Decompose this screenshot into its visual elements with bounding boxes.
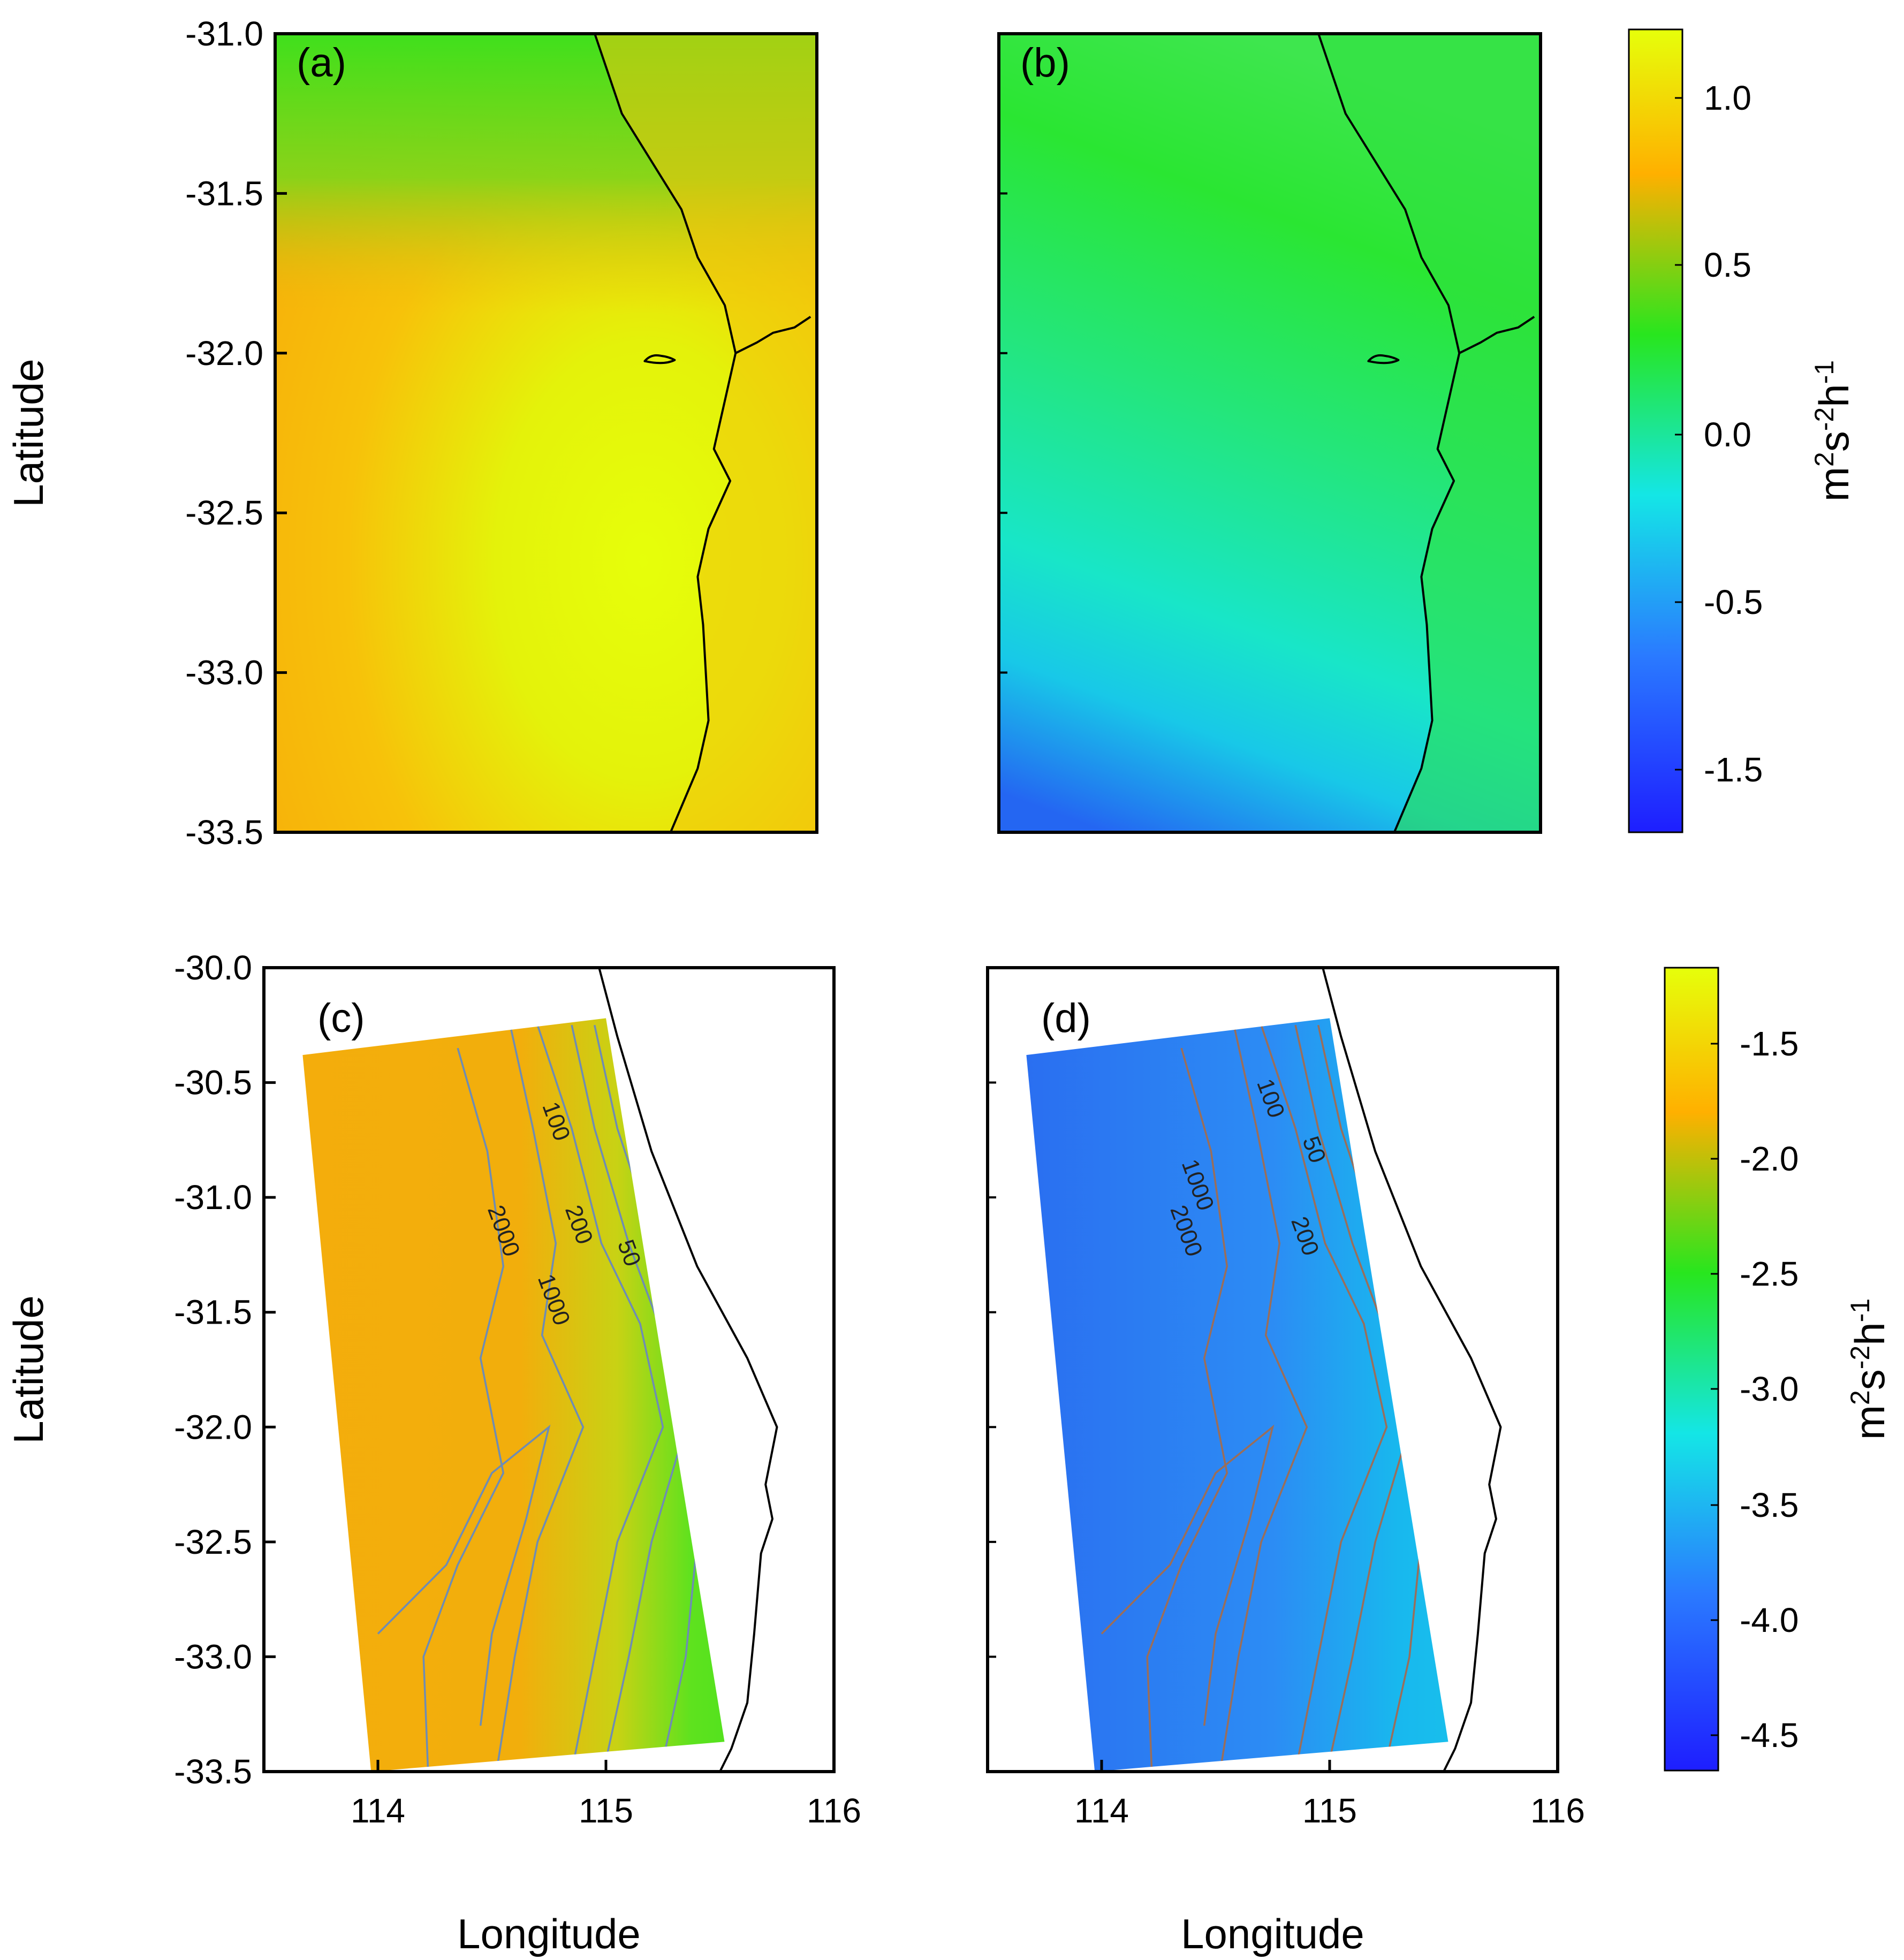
x-tick-label: 115 <box>1302 1791 1357 1830</box>
colorbar-tick-label: -2.0 <box>1740 1139 1799 1178</box>
x-tick-label: 116 <box>1530 1791 1585 1830</box>
isobath-extra <box>377 1424 551 1726</box>
coastline <box>594 33 737 833</box>
coastline <box>598 967 778 1772</box>
coastline <box>1322 967 1502 1772</box>
colorbar-1: 1.0 0.5 0.0 -0.5 -1.5 m2s-2h-1 <box>1628 28 1857 833</box>
colorbar-tick-label: -1.5 <box>1740 1024 1799 1063</box>
colorbar-tick-label: 0.0 <box>1704 415 1751 454</box>
y-tick-label: -31.0 <box>185 14 263 53</box>
panel-label: (c) <box>317 996 365 1041</box>
colorbar-tick-label: -0.5 <box>1704 583 1763 621</box>
y-tick-label: -33.5 <box>174 1752 252 1791</box>
island <box>1367 354 1400 364</box>
island <box>643 354 676 364</box>
plot-frame <box>986 966 1559 1773</box>
plot-frame <box>274 32 818 834</box>
y-tick-label: -30.5 <box>174 1063 252 1102</box>
isobath-2000 <box>422 1047 505 1772</box>
isobath-1000 <box>495 1024 585 1772</box>
plot-frame <box>997 32 1542 834</box>
land-area <box>595 34 817 832</box>
y-axis-label: Latitude <box>5 1295 52 1444</box>
river <box>735 316 811 354</box>
colorbar-gradient <box>1628 28 1683 833</box>
panel-label: (a) <box>297 40 346 86</box>
panel-label: (b) <box>1020 40 1070 86</box>
colorbar-tick-label: -2.5 <box>1740 1255 1799 1293</box>
y-tick-label: -30.0 <box>174 948 252 987</box>
isobath-200 <box>536 1024 664 1772</box>
colorbar-units: m2s-2h-1 <box>1809 360 1857 502</box>
panel-b: (b) <box>997 32 1542 834</box>
colorbar-tick-label: -4.0 <box>1740 1601 1799 1639</box>
x-axis-label: Longitude <box>1181 1910 1364 1957</box>
y-tick-label: -31.5 <box>185 174 263 212</box>
land-area <box>1318 34 1541 832</box>
y-axis-label: Latitude <box>5 359 52 507</box>
y-tick-label: -31.5 <box>174 1293 252 1332</box>
y-tick-label: -32.0 <box>185 334 263 373</box>
isobath-2000 <box>1146 1047 1228 1772</box>
isobath-extra <box>1101 1424 1275 1726</box>
isobath-1000 <box>1219 1024 1308 1772</box>
y-tick-label: -32.0 <box>174 1408 252 1446</box>
y-tick-label: -32.5 <box>185 493 263 532</box>
coastline <box>1317 33 1461 833</box>
plot-frame <box>262 966 836 1773</box>
x-tick-label: 114 <box>351 1791 405 1830</box>
y-tick-label: -33.0 <box>185 654 263 692</box>
colorbar-2: -1.5 -2.0 -2.5 -3.0 -3.5 -4.0 -4.5 m2s-2h-1 <box>1664 967 1893 1772</box>
colorbar-units: m2s-2h-1 <box>1845 1298 1893 1440</box>
y-axis-a: -31.0 -31.5 -32.0 -32.5 -33.0 -33.5 Latitude <box>5 14 287 852</box>
colorbar-tick-label: -3.0 <box>1740 1370 1799 1408</box>
colorbar-gradient <box>1664 967 1719 1772</box>
colorbar-tick-label: 0.5 <box>1704 246 1751 284</box>
colorbar-tick-label: 1.0 <box>1704 79 1751 117</box>
y-tick-label: -31.0 <box>174 1178 252 1217</box>
panel-a: (a) <box>274 32 818 834</box>
y-tick-label: -33.5 <box>185 813 263 852</box>
isobath-200 <box>1260 1024 1388 1772</box>
x-axis-label: Longitude <box>457 1910 641 1957</box>
y-tick-label: -33.0 <box>174 1637 252 1676</box>
y-axis-c: -30.0 -30.5 -31.0 -31.5 -32.0 -32.5 -33.0 -33.5… <box>5 948 276 1791</box>
y-tick-label: -32.5 <box>174 1523 252 1561</box>
colorbar-tick-label: -3.5 <box>1740 1486 1799 1524</box>
panel-label: (d) <box>1041 996 1091 1041</box>
x-tick-label: 114 <box>1074 1791 1129 1830</box>
heatmap-clip <box>302 1018 725 1772</box>
colorbar-tick-label: -1.5 <box>1704 750 1763 789</box>
river <box>1459 316 1535 354</box>
colorbar-tick-label: -4.5 <box>1740 1716 1799 1754</box>
x-tick-label: 116 <box>807 1791 861 1830</box>
x-tick-label: 115 <box>579 1791 633 1830</box>
heatmap-field <box>302 1018 725 1772</box>
